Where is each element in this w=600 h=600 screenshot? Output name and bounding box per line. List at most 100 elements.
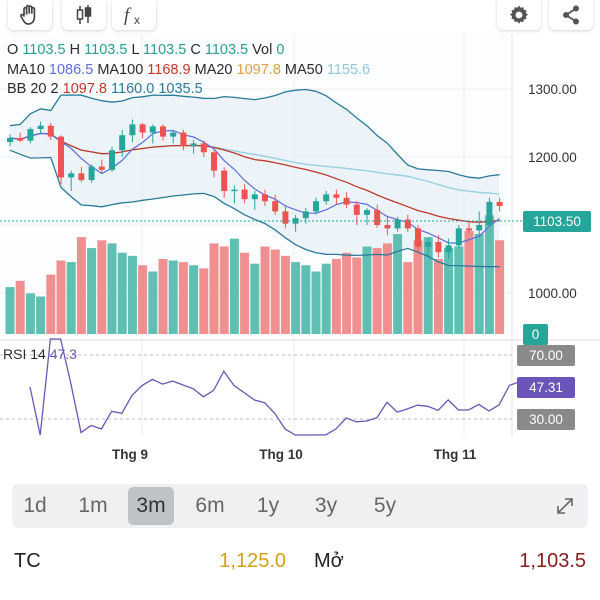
volume-bar xyxy=(433,259,443,334)
candle-body xyxy=(129,124,136,136)
candle-body xyxy=(496,201,503,206)
volume-bar xyxy=(36,296,46,334)
x-tick-label: Thg 9 xyxy=(112,447,148,462)
bb-middle-value: 1160.0 xyxy=(111,81,155,97)
settings-button[interactable] xyxy=(497,0,541,30)
volume-bar xyxy=(495,240,505,334)
candle-body xyxy=(200,143,207,153)
timeframe-1m[interactable]: 1m xyxy=(78,494,108,517)
timeframe-6m[interactable]: 6m xyxy=(195,494,225,517)
candle-body xyxy=(343,197,350,205)
timeframe-5y[interactable]: 5y xyxy=(373,494,397,517)
volume-bar xyxy=(454,246,464,334)
volume-bar xyxy=(250,263,260,334)
ma50-value: 1155.6 xyxy=(326,62,371,78)
candle-body xyxy=(302,211,309,219)
candle-body xyxy=(425,242,432,247)
candle-body xyxy=(374,210,381,225)
rsi-readout: RSI 14 47.3 xyxy=(3,346,77,362)
timeframe-3m[interactable]: 3m xyxy=(128,487,174,525)
volume-bar xyxy=(260,246,270,334)
candlestick-chart-icon xyxy=(76,5,92,24)
volume-bar xyxy=(219,246,229,334)
volume-bar xyxy=(240,252,250,334)
volume-bar xyxy=(352,257,362,334)
candle-body xyxy=(190,143,197,147)
hand-tool-button[interactable] xyxy=(8,0,52,30)
volume-bar xyxy=(484,215,494,334)
share-icon xyxy=(563,5,579,25)
indicators-button[interactable]: f x xyxy=(112,0,156,30)
last-price-label: 1103.50 xyxy=(523,211,591,232)
candle-body xyxy=(231,189,238,192)
candle-body xyxy=(262,194,268,202)
volume-bar xyxy=(15,280,25,334)
function-icon: f x xyxy=(124,5,140,27)
bollinger-readout: BB 20 2 1097.8 1160.0 1035.5 xyxy=(7,81,203,97)
volume-bar xyxy=(474,234,484,334)
volume-bar xyxy=(413,240,423,334)
volume-bar xyxy=(76,237,86,334)
candle-body xyxy=(394,219,401,229)
candle-body xyxy=(27,129,34,141)
candle-body xyxy=(221,170,228,191)
y-tick-label: 1000.00 xyxy=(528,286,577,301)
share-button[interactable] xyxy=(549,0,593,30)
price-chart[interactable]: 1300.00 1200.00 1000.00 Thg 9 Thg 10 Thg 11 xyxy=(0,34,600,464)
ohlc-readout: O 1103.5 H 1103.5 L 1103.5 C 1103.5 Vol … xyxy=(7,42,285,58)
volume-bar xyxy=(403,262,413,334)
volume-bar xyxy=(5,287,15,334)
volume-bar xyxy=(321,263,331,334)
timeframe-1y[interactable]: 1y xyxy=(256,494,280,517)
candle-body xyxy=(17,137,24,141)
x-tick-label: Thg 11 xyxy=(434,447,477,462)
candle-body xyxy=(455,228,462,246)
fullscreen-button[interactable] xyxy=(542,487,588,525)
timeframe-1d[interactable]: 1d xyxy=(23,494,47,517)
candle-body xyxy=(119,135,126,151)
volume-label: 0 xyxy=(523,324,548,345)
candle-body xyxy=(68,173,75,178)
volume-bar xyxy=(382,243,392,334)
candle-body xyxy=(323,194,330,202)
candle-body xyxy=(435,242,442,253)
volume-bar xyxy=(107,243,117,334)
candle-body xyxy=(88,166,95,181)
candle-body xyxy=(384,225,391,229)
volume-bar xyxy=(158,259,168,334)
rsi-current-label: 47.31 xyxy=(517,377,575,398)
chart-type-button[interactable] xyxy=(62,0,106,30)
svg-text:x: x xyxy=(134,13,140,27)
volume-bar xyxy=(138,265,148,334)
volume-bar xyxy=(270,249,280,334)
ma100-value: 1168.9 xyxy=(147,62,191,78)
candle-body xyxy=(353,204,360,215)
candle-body xyxy=(282,211,289,224)
candle-body xyxy=(47,125,54,137)
timeframe-3y[interactable]: 3y xyxy=(314,494,338,517)
volume-bar xyxy=(362,246,372,334)
candle-body xyxy=(292,218,299,224)
ohlc-open-value: 1103.5 xyxy=(22,42,66,58)
gear-icon xyxy=(509,5,529,24)
candle-body xyxy=(58,136,64,178)
candle-body xyxy=(404,219,411,229)
timeframe-selector: 1d 1m 3m 6m 1y 3y 5y xyxy=(12,484,588,528)
ohlc-volume-value: 0 xyxy=(276,42,285,58)
volume-bar xyxy=(168,260,178,334)
candle-body xyxy=(333,194,340,198)
candle-body xyxy=(466,228,472,231)
rsi-line xyxy=(29,338,520,436)
volume-bar xyxy=(209,243,219,334)
svg-text:f: f xyxy=(124,5,132,26)
candle-body xyxy=(241,189,248,200)
volume-bar xyxy=(372,248,382,334)
open-label: Mở xyxy=(314,550,344,572)
candle-body xyxy=(160,126,166,137)
hand-tool-icon xyxy=(19,4,36,25)
candle-body xyxy=(486,201,493,225)
candle-body xyxy=(37,125,44,130)
candle-body xyxy=(251,194,258,200)
volume-bar xyxy=(87,248,97,334)
candle-body xyxy=(149,126,156,133)
